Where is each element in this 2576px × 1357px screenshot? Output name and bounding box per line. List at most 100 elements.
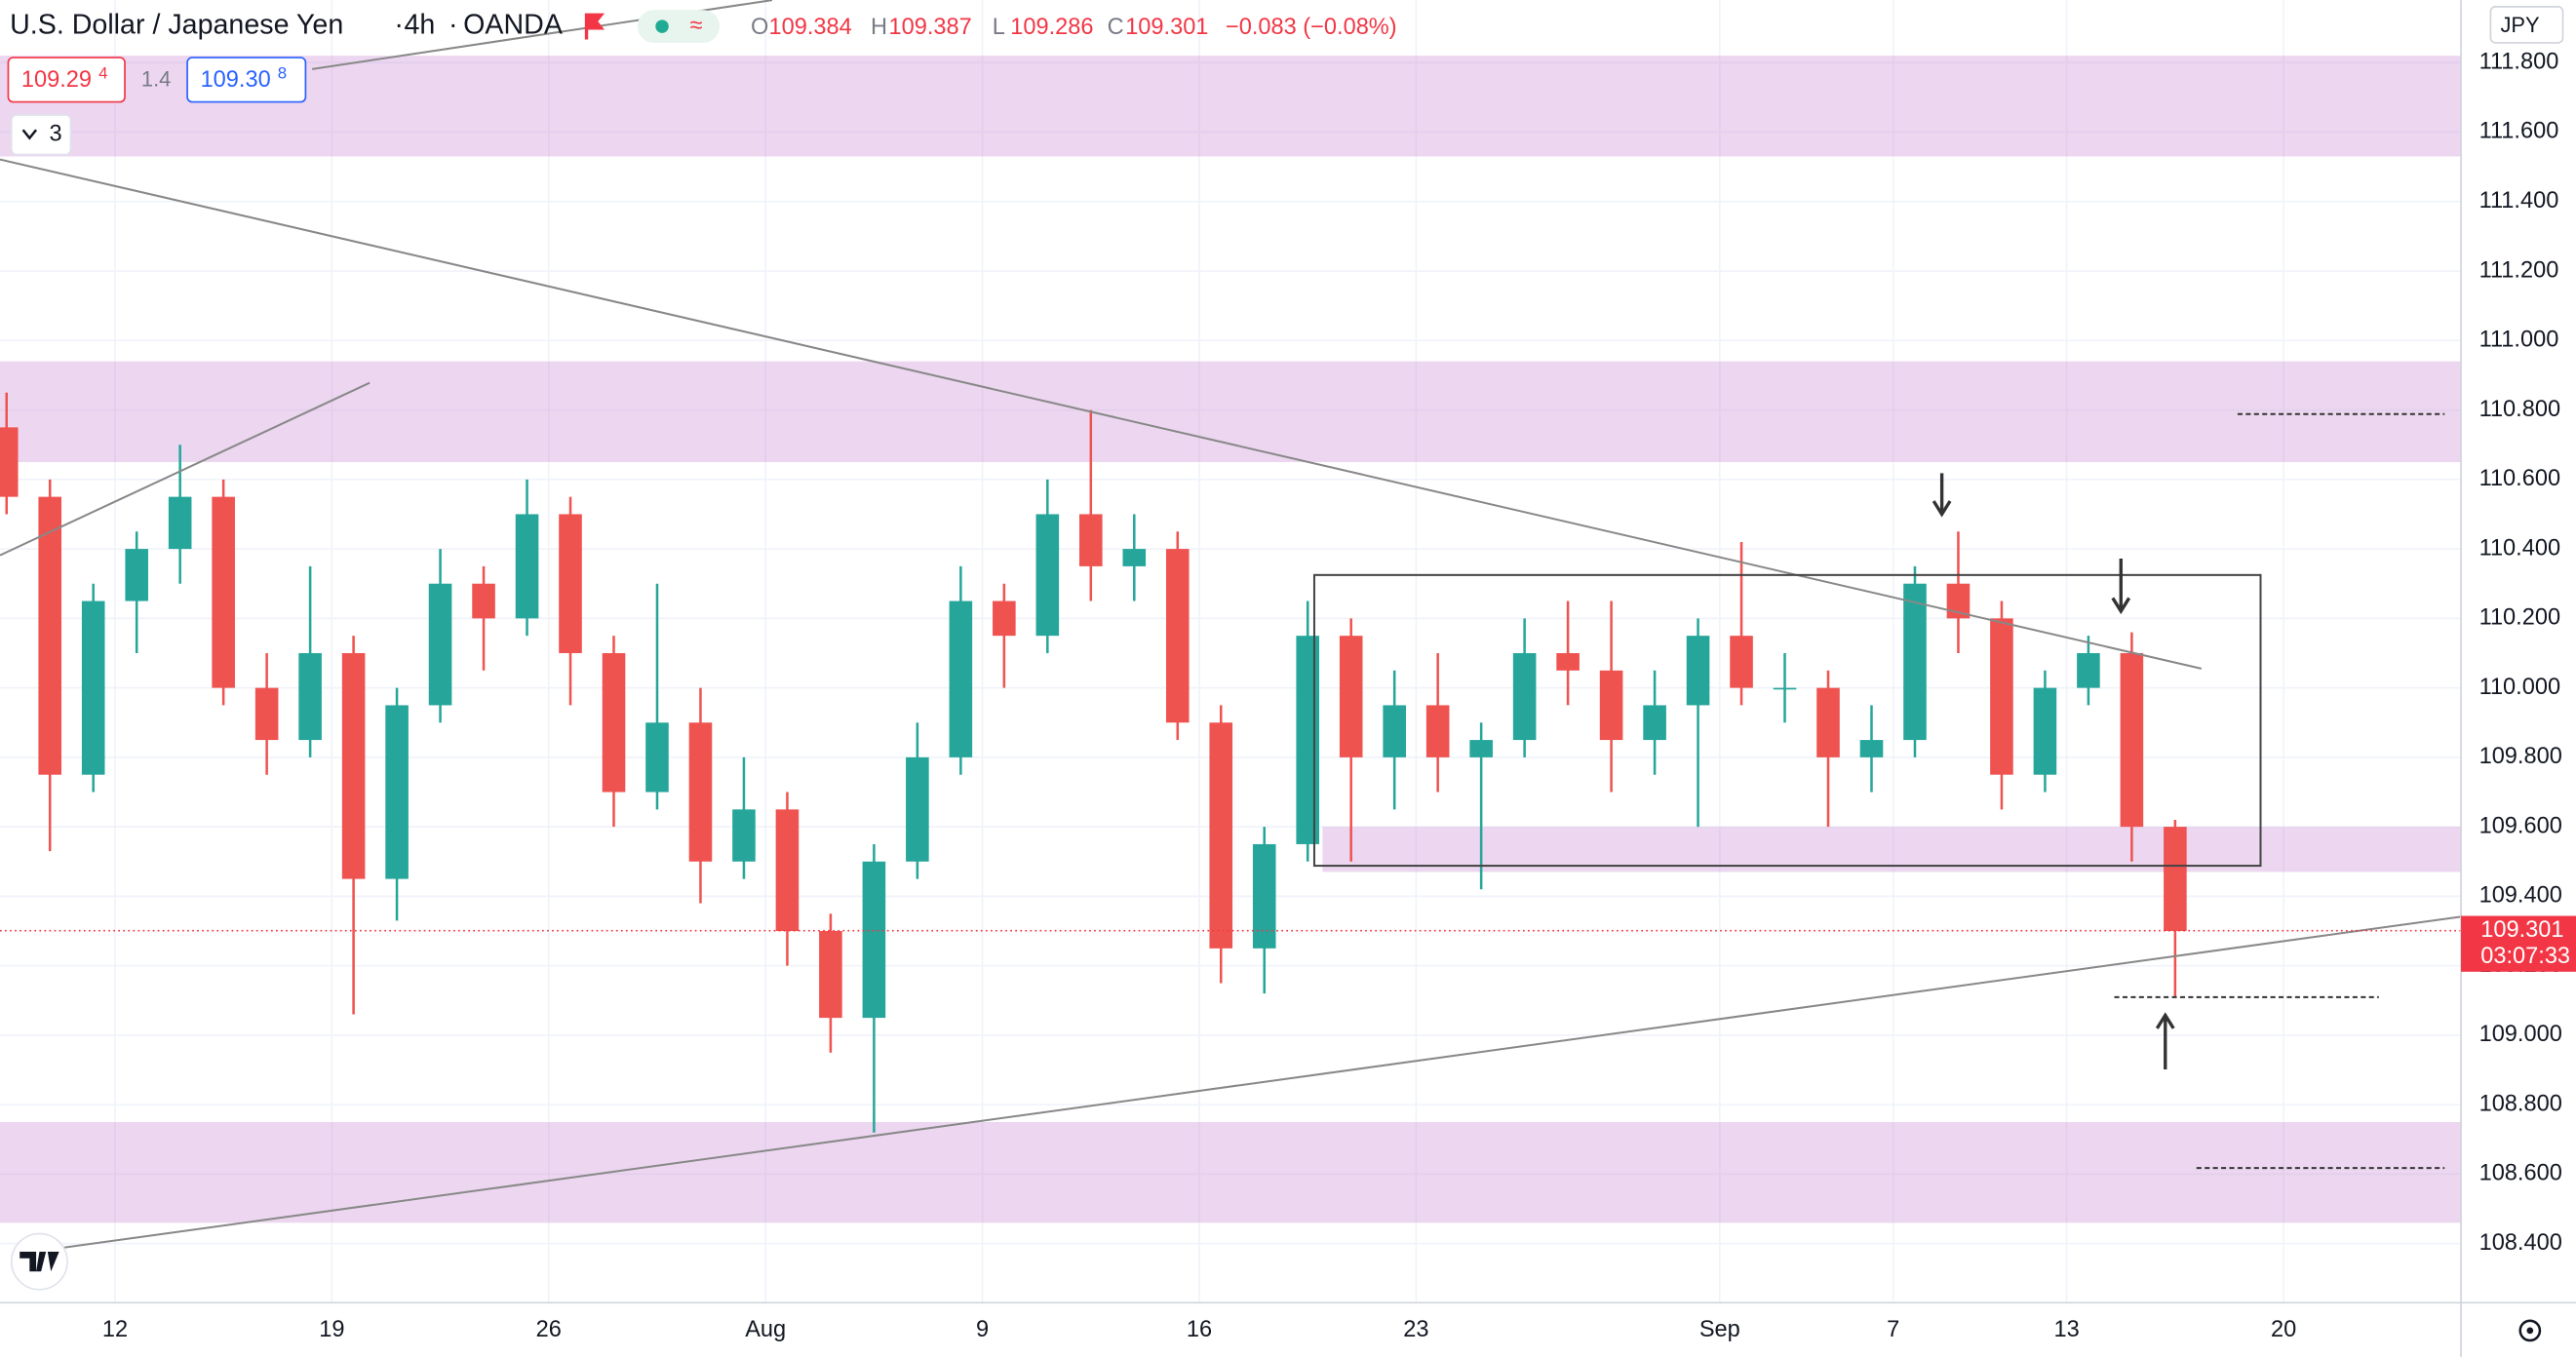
price-zone <box>0 361 2462 463</box>
x-tick-label: 19 <box>319 1316 344 1341</box>
spread: 1.4 <box>141 66 171 91</box>
candle-body <box>2077 652 2100 688</box>
ohlc-key: O <box>751 14 768 39</box>
candle-body <box>212 496 235 688</box>
y-tick-label: 109.600 <box>2479 812 2562 837</box>
x-tick-label: 26 <box>536 1316 562 1341</box>
ohlc-value: 109.301 <box>1125 14 1208 39</box>
y-tick-label: 110.600 <box>2479 465 2560 490</box>
range-box <box>1312 573 2262 868</box>
logo-mark <box>20 1252 59 1272</box>
settings-center <box>2526 1327 2534 1335</box>
y-tick-label: 110.800 <box>2479 396 2560 421</box>
drawings <box>0 0 2462 1250</box>
candle-body <box>1079 514 1103 566</box>
trendline <box>0 158 2203 670</box>
candle-body <box>1383 705 1406 757</box>
settings[interactable] <box>2518 1319 2542 1342</box>
time-axis-bg <box>0 1302 2576 1357</box>
ohlc-key: C <box>1108 14 1124 39</box>
flag-icon[interactable] <box>584 13 605 40</box>
status-pill[interactable] <box>637 10 721 43</box>
candle-body <box>1859 740 1884 757</box>
arrow-head <box>2111 597 2131 615</box>
bid: 109.29 <box>21 66 92 92</box>
axes: 108.400108.600108.800109.000109.200109.4… <box>102 48 2576 1341</box>
price-zone <box>0 56 2462 157</box>
y-tick-label: 111.400 <box>2479 187 2559 213</box>
candle-body <box>1730 636 1753 688</box>
buy-box[interactable] <box>186 57 307 103</box>
trendline <box>57 915 2462 1250</box>
ohlc-value: 109.286 <box>1010 14 1093 39</box>
arrow-head <box>2155 1012 2175 1029</box>
last-price-box <box>2461 915 2576 972</box>
candle-body <box>0 427 19 497</box>
candle-body <box>1425 705 1450 757</box>
x-tick-label: 16 <box>1187 1316 1212 1341</box>
y-tick-label: 110.000 <box>2479 674 2560 699</box>
candle-body <box>1643 705 1666 741</box>
y-tick-label: 111.200 <box>2479 256 2559 282</box>
y-tick-label: 108.400 <box>2479 1229 2562 1255</box>
x-tick-label: Sep <box>1699 1316 1740 1341</box>
y-tick-label: 109.000 <box>2479 1021 2562 1046</box>
settings-icon[interactable] <box>2518 1319 2542 1342</box>
candle-body <box>515 514 539 619</box>
trade-panel: 109.29 4 1.4 109.30 8 3 <box>7 57 307 156</box>
candle-body <box>254 687 279 741</box>
y-tick-label: 110.200 <box>2479 604 2560 630</box>
separator: · <box>394 10 404 41</box>
chevron <box>21 129 38 140</box>
header: U.S. Dollar / Japanese Yen · 4h · OANDA … <box>10 10 1397 43</box>
trendline <box>0 381 371 557</box>
market-open-dot <box>655 19 669 33</box>
countdown: 03:07:33 <box>2480 943 2570 968</box>
candle-body <box>862 861 886 1019</box>
x-tick-label: Aug <box>745 1316 786 1341</box>
change: −0.083 (−0.08%) <box>1226 14 1397 39</box>
candle-body <box>38 496 62 775</box>
candle-body <box>1512 652 1537 741</box>
candles <box>0 392 2187 1133</box>
x-tick-label: 23 <box>1403 1316 1428 1341</box>
x-tick-label: 20 <box>2271 1316 2296 1341</box>
candle-body <box>645 722 669 793</box>
x-tick-label: 7 <box>1887 1316 1899 1341</box>
status-icon: ≈ <box>690 12 703 37</box>
ohlc: O 109.384 H 109.387 L 109.286 C 109.301 <box>751 14 1208 39</box>
candle-body <box>1296 636 1320 844</box>
candle-body <box>2164 827 2187 932</box>
candle-body <box>688 722 713 862</box>
candle-body <box>1209 722 1233 949</box>
price-zone <box>1322 827 2462 872</box>
candle-body <box>472 583 495 619</box>
candle-body <box>1816 687 1840 757</box>
candle-body <box>775 809 800 932</box>
separator: · <box>449 10 458 41</box>
candle-body <box>168 496 192 550</box>
candle-body <box>1469 740 1493 757</box>
y-tick-label: 111.000 <box>2479 327 2559 352</box>
candle-body <box>1946 583 1971 619</box>
y-tick-label: 109.400 <box>2479 882 2562 908</box>
indicator-toggle[interactable] <box>10 114 72 156</box>
y-tick-label: 108.800 <box>2479 1090 2562 1115</box>
candle-body <box>385 705 409 879</box>
candle-body <box>949 601 973 757</box>
sell-box[interactable] <box>7 57 126 103</box>
currency-button[interactable] <box>2489 6 2564 44</box>
candle-body <box>2120 652 2144 828</box>
ask-fraction: 8 <box>278 63 287 82</box>
candle-body <box>993 601 1016 637</box>
candle-body <box>1339 636 1363 757</box>
candle-body <box>1122 549 1147 566</box>
price-axis-bg <box>2461 0 2576 1357</box>
symbol: U.S. Dollar / Japanese Yen <box>10 10 343 41</box>
candle-body <box>1556 652 1580 671</box>
y-tick-label: 109.800 <box>2479 743 2562 768</box>
ohlc-key: L <box>993 14 1005 39</box>
candle-body <box>1599 670 1623 741</box>
